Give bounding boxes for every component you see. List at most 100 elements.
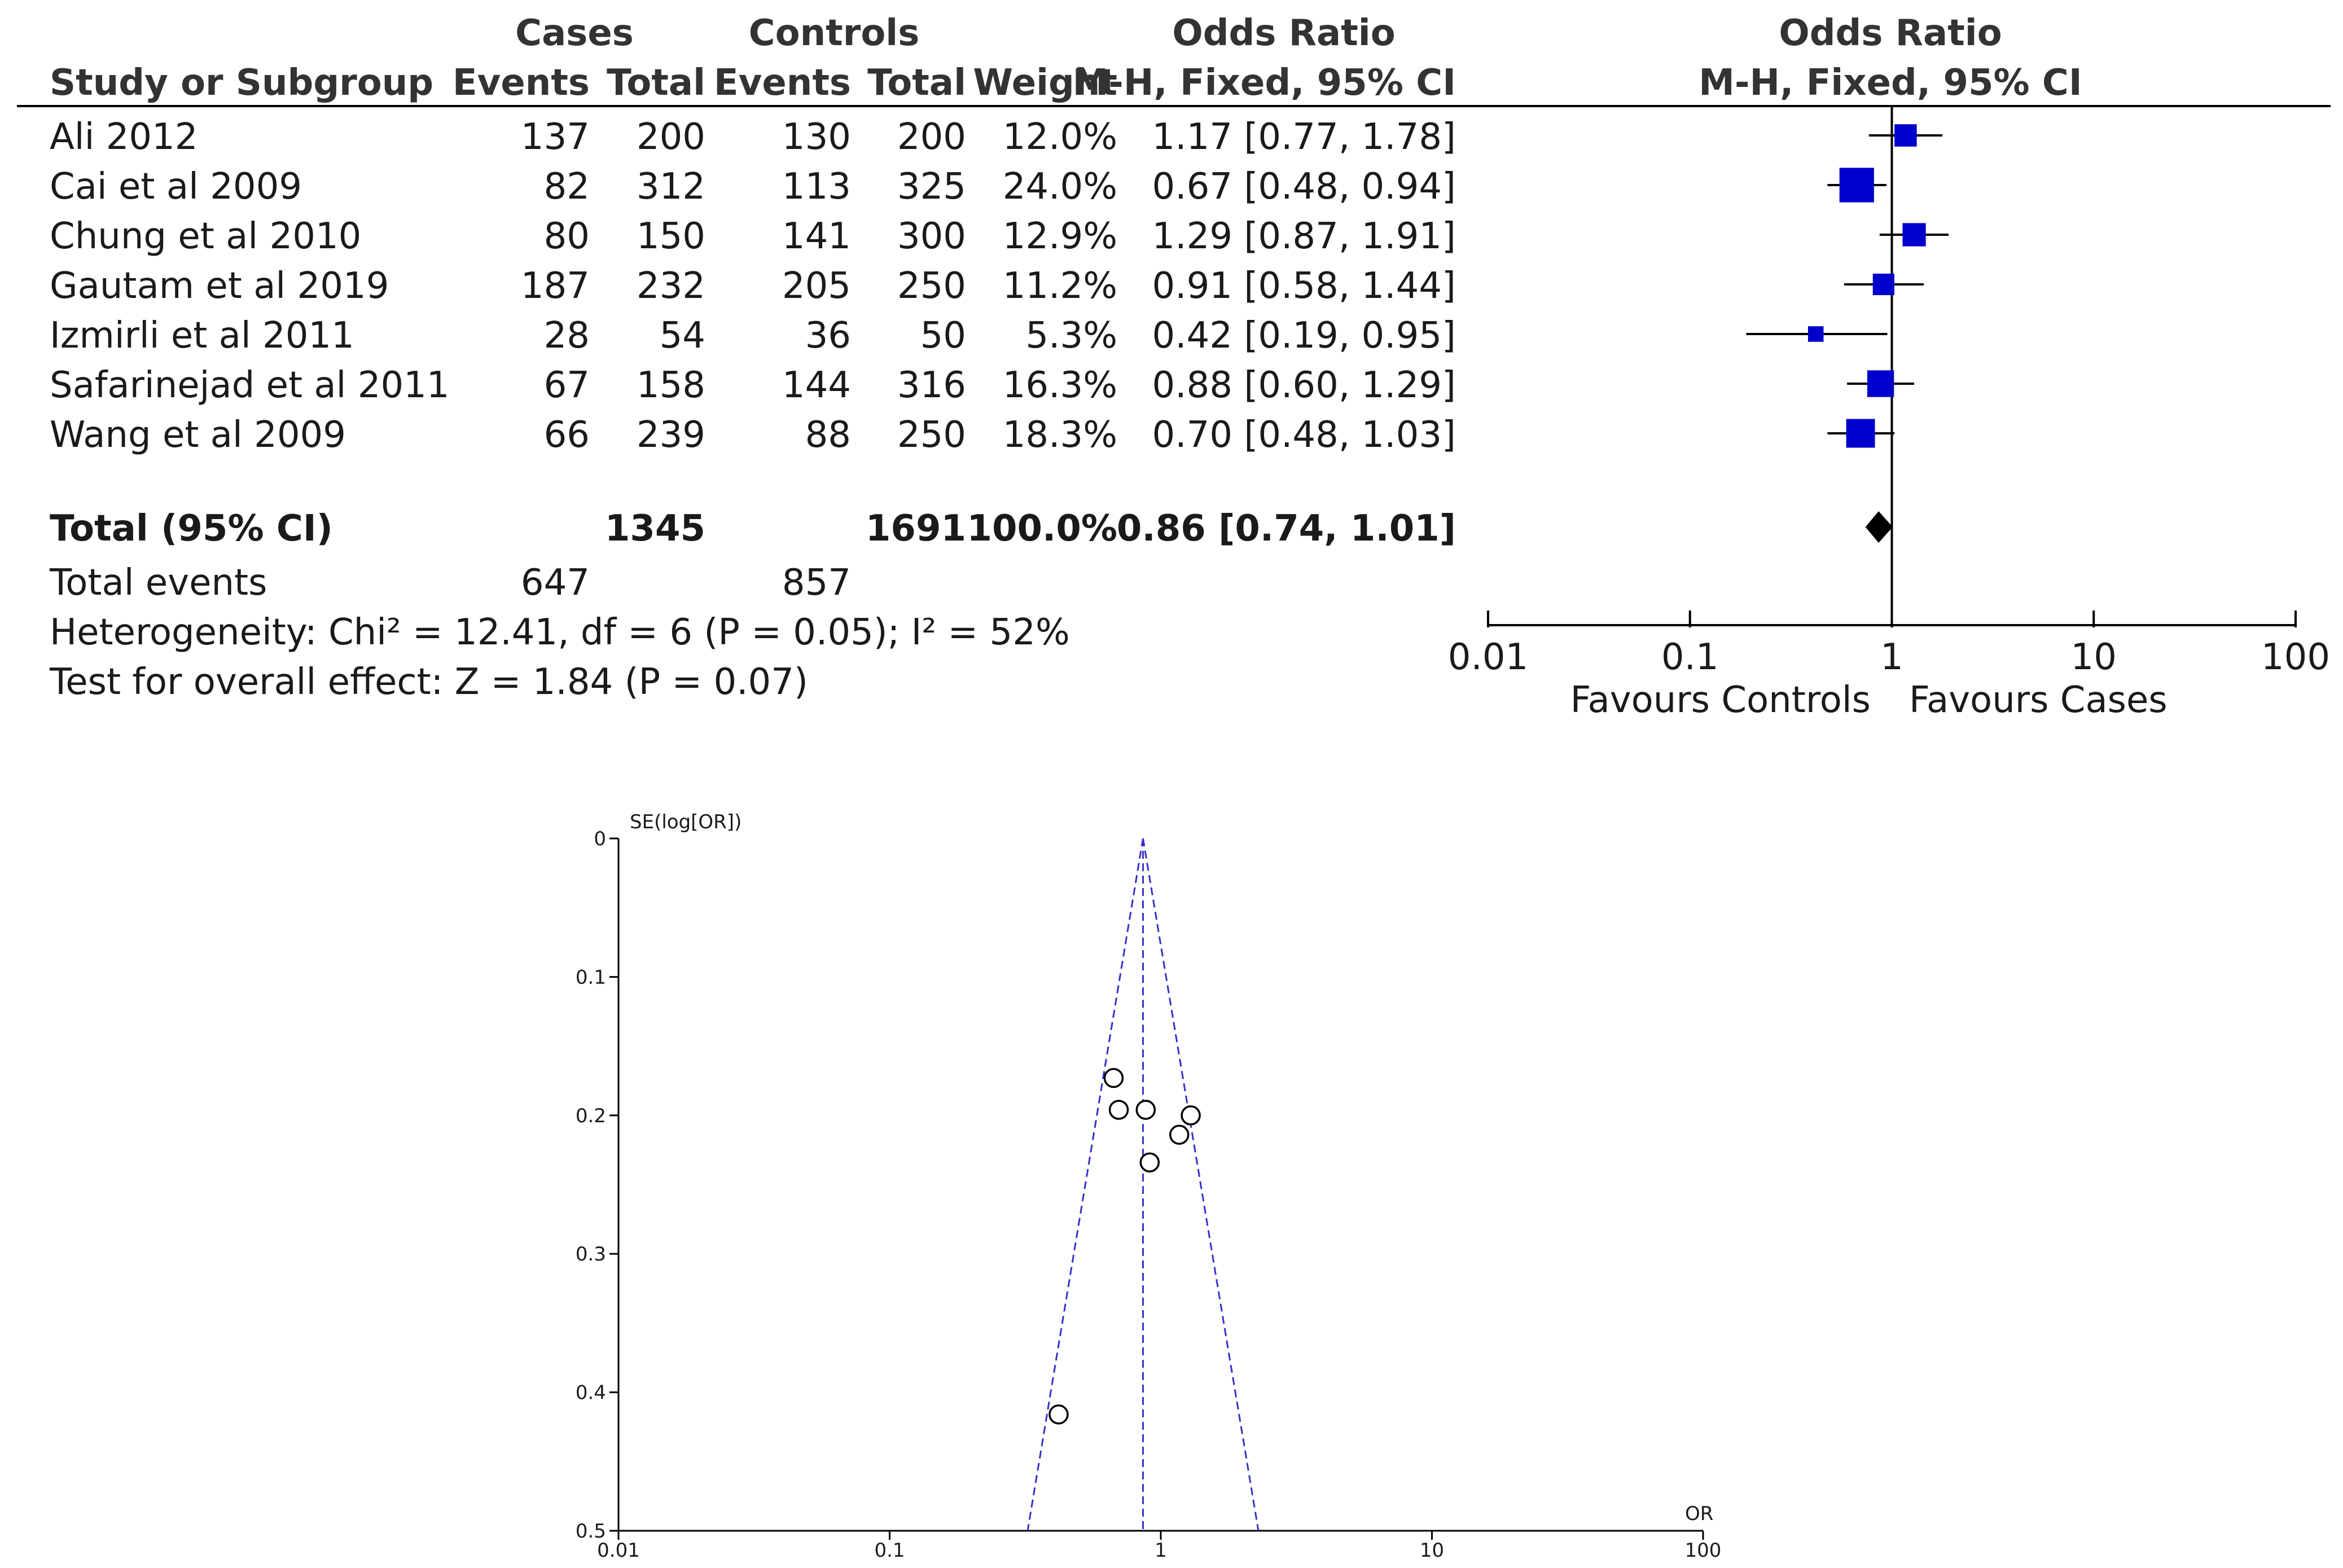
funnel-points: [1048, 1068, 1201, 1425]
total-events-cases: 647: [521, 562, 590, 604]
case-events: 67: [544, 364, 590, 406]
funnel-study-point: [1139, 1152, 1160, 1172]
total-cases: 1345: [605, 508, 705, 550]
header-cases: Cases: [515, 12, 634, 54]
heterogeneity-text: Heterogeneity: Chi² = 12.41, df = 6 (P =…: [50, 612, 1070, 653]
control-events: 88: [805, 414, 851, 456]
funnel-confidence-lines: [1026, 838, 1260, 1531]
study-name: Cai et al 2009: [50, 166, 302, 208]
funnel-y-tick-label: 0.4: [576, 1382, 606, 1404]
header-study: Study or Subgroup: [50, 62, 433, 104]
control-events: 130: [782, 116, 851, 158]
header-controls: Controls: [749, 12, 920, 54]
control-total: 325: [897, 166, 966, 208]
study-weight: 12.9%: [1003, 216, 1117, 257]
forest-x-tick-label: 0.1: [1661, 636, 1719, 678]
study-ci-text: 0.42 [0.19, 0.95]: [1152, 315, 1456, 357]
case-total: 232: [637, 265, 705, 307]
funnel-y-ticks: 0 0.1 0.2 0.3 0.4 0.5: [576, 828, 618, 1543]
total-events-controls: 857: [782, 562, 851, 604]
case-events: 82: [544, 166, 590, 208]
study-ci-text: 1.17 [0.77, 1.78]: [1152, 116, 1456, 158]
study-or-square: [1902, 223, 1926, 247]
study-or-square: [1846, 419, 1875, 448]
study-or-square: [1839, 168, 1874, 203]
case-total: 312: [637, 166, 705, 208]
study-weight: 12.0%: [1003, 116, 1117, 158]
forest-study-marks: [1746, 124, 1949, 448]
funnel-y-title: SE(log[OR]): [630, 811, 741, 833]
control-events: 205: [782, 265, 851, 307]
case-events: 187: [521, 265, 590, 307]
funnel-left-boundary: [1026, 838, 1144, 1531]
funnel-y-tick-label: 0.2: [576, 1105, 606, 1127]
header-events-controls: Events: [714, 62, 851, 104]
header-weight: Weight: [973, 62, 1117, 104]
funnel-x-tick-label: 0.1: [874, 1539, 905, 1562]
case-total: 150: [637, 216, 705, 257]
control-events: 36: [805, 315, 851, 357]
study-ci-text: 0.70 [0.48, 1.03]: [1152, 414, 1456, 456]
study-weight: 16.3%: [1003, 364, 1117, 406]
header-odds-ratio-plot: Odds Ratio: [1779, 12, 2002, 54]
funnel-x-tick-label: 0.01: [597, 1539, 640, 1562]
funnel-study-point: [1169, 1125, 1190, 1145]
favours-cases-label: Favours Cases: [1909, 679, 2168, 721]
case-events: 137: [521, 116, 590, 158]
funnel-study-point: [1108, 1100, 1129, 1120]
funnel-y-tick-label: 0: [594, 828, 606, 850]
header-events-cases: Events: [453, 62, 590, 104]
total-weight: 100.0%: [967, 508, 1117, 550]
control-total: 50: [920, 315, 966, 357]
forest-x-ticks: 0.01 0.1 1 10 100: [1448, 610, 2330, 678]
funnel-study-point: [1135, 1100, 1156, 1120]
control-total: 200: [897, 116, 966, 158]
study-or-square: [1894, 124, 1917, 147]
study-name: Ali 2012: [50, 116, 198, 158]
control-total: 316: [897, 364, 966, 406]
study-rows: Ali 2012 137 200 130 200 12.0% 1.17 [0.77, 1.7…: [50, 116, 1456, 456]
study-or-square: [1872, 273, 1894, 296]
funnel-study-point: [1181, 1105, 1201, 1126]
funnel-x-tick-label: 100: [1685, 1539, 1722, 1562]
study-weight: 11.2%: [1003, 265, 1117, 307]
pooled-diamond: [1865, 511, 1893, 543]
case-total: 239: [637, 414, 705, 456]
control-total: 300: [897, 216, 966, 257]
total-label: Total (95% CI): [50, 508, 333, 550]
control-total: 250: [897, 414, 966, 456]
study-name: Gautam et al 2019: [50, 265, 389, 307]
study-name: Safarinejad et al 2011: [50, 364, 450, 406]
study-weight: 18.3%: [1003, 414, 1117, 456]
forest-x-tick-label: 100: [2261, 636, 2330, 678]
total-ci-text: 0.86 [0.74, 1.01]: [1117, 508, 1456, 550]
header-method: M-H, Fixed, 95% CI: [1073, 62, 1456, 104]
case-total: 158: [637, 364, 705, 406]
funnel-study-point: [1103, 1068, 1124, 1088]
study-ci-text: 0.67 [0.48, 0.94]: [1152, 166, 1456, 208]
funnel-y-tick-label: 0.5: [576, 1520, 606, 1543]
funnel-right-boundary: [1142, 838, 1260, 1531]
study-weight: 24.0%: [1003, 166, 1117, 208]
control-events: 141: [782, 216, 851, 257]
study-name: Chung et al 2010: [50, 216, 361, 257]
study-ci-text: 0.88 [0.60, 1.29]: [1152, 364, 1456, 406]
forest-x-tick-label: 1: [1880, 636, 1903, 678]
total-controls: 1691: [866, 508, 966, 550]
funnel-x-title: OR: [1685, 1503, 1713, 1525]
case-events: 80: [544, 216, 590, 257]
header-total-cases: Total: [607, 62, 705, 104]
favours-controls-label: Favours Controls: [1570, 679, 1871, 721]
study-or-square: [1867, 370, 1894, 397]
header-total-controls: Total: [867, 62, 966, 104]
control-events: 113: [782, 166, 851, 208]
case-events: 28: [544, 315, 590, 357]
header-method-plot: M-H, Fixed, 95% CI: [1699, 62, 2082, 104]
study-or-square: [1807, 326, 1824, 342]
case-total: 200: [637, 116, 705, 158]
case-events: 66: [544, 414, 590, 456]
funnel-study-point: [1048, 1404, 1069, 1425]
total-events-label: Total events: [49, 562, 267, 604]
study-weight: 5.3%: [1025, 315, 1117, 357]
